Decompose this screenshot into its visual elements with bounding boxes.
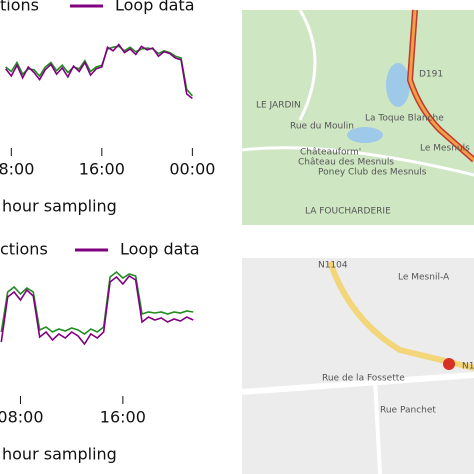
- map-label: N1104: [318, 261, 348, 271]
- map-label: Rue du Moulin: [290, 122, 354, 132]
- legend-label: Loop data: [115, 0, 195, 15]
- x-tick-label: 16:00: [79, 160, 125, 179]
- map-label: Le Mesnil-A: [398, 273, 450, 283]
- series-line: [5, 45, 193, 97]
- map-label: Le Mesnuls: [420, 144, 470, 154]
- road: [241, 146, 474, 177]
- map-label: D191: [419, 70, 443, 80]
- road: [241, 372, 474, 395]
- x-tick-label: 08:00: [0, 160, 34, 179]
- series-line: [5, 43, 193, 100]
- x-tick-label: 08:00: [0, 408, 44, 427]
- x-tick-label: 16:00: [100, 408, 146, 427]
- road: [373, 379, 382, 474]
- highway: [408, 9, 474, 162]
- map-label: La Toque Blanche: [365, 114, 444, 124]
- lake: [347, 127, 383, 143]
- legend-label: ctions: [0, 240, 48, 259]
- map-background: [242, 10, 474, 225]
- series-line: [0, 274, 194, 346]
- x-tick-label: 00:00: [169, 160, 215, 179]
- map-label: Châteauform': [300, 148, 361, 158]
- map-label: LA FOUCHARDERIE: [305, 207, 391, 217]
- lake: [386, 63, 410, 107]
- road: [327, 261, 474, 371]
- map-label: Château des Mesnuls: [298, 158, 394, 168]
- x-axis-label: hour sampling: [2, 445, 117, 464]
- legend-label: tions: [0, 0, 39, 15]
- map-label: Rue de la Fossette: [322, 374, 405, 384]
- map-label: Rue Panchet: [380, 406, 436, 416]
- road: [298, 9, 317, 121]
- map-label: Poney Club des Mesnuls: [318, 168, 427, 178]
- map-label: N1: [462, 362, 474, 372]
- legend-label: Loop data: [120, 240, 200, 259]
- map-pin: [443, 358, 455, 370]
- series-line: [0, 270, 194, 335]
- map-label: LE JARDIN: [256, 101, 301, 111]
- x-axis-label: hour sampling: [2, 197, 117, 216]
- map-background: [242, 258, 474, 474]
